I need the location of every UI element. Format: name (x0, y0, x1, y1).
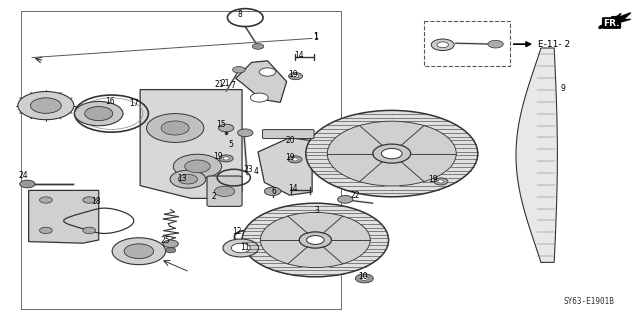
Circle shape (288, 156, 302, 163)
Text: 19: 19 (213, 152, 223, 161)
Circle shape (292, 75, 299, 78)
Text: 1: 1 (313, 33, 318, 42)
FancyBboxPatch shape (338, 122, 398, 185)
Text: 21: 21 (220, 79, 229, 88)
Text: 19: 19 (288, 70, 298, 79)
Text: 4: 4 (254, 167, 259, 176)
Circle shape (252, 44, 264, 49)
Circle shape (488, 40, 503, 48)
Circle shape (18, 92, 74, 120)
Text: 16: 16 (104, 97, 115, 106)
Polygon shape (29, 190, 99, 243)
Circle shape (299, 232, 331, 248)
Circle shape (75, 101, 123, 126)
Text: 17: 17 (129, 99, 139, 108)
Circle shape (264, 187, 281, 196)
Text: 2: 2 (211, 192, 216, 201)
Text: 1: 1 (313, 32, 318, 41)
Circle shape (259, 68, 276, 76)
Circle shape (306, 236, 324, 244)
Polygon shape (602, 13, 631, 27)
Circle shape (219, 155, 233, 162)
Text: 10: 10 (358, 272, 368, 281)
Circle shape (124, 244, 154, 259)
Circle shape (83, 197, 96, 203)
Circle shape (166, 248, 176, 253)
Text: E-11- 2: E-11- 2 (538, 40, 570, 49)
Text: 12: 12 (233, 228, 241, 236)
Circle shape (438, 180, 444, 183)
Circle shape (185, 160, 210, 173)
Circle shape (170, 170, 206, 188)
Circle shape (85, 107, 113, 121)
Text: 14: 14 (294, 51, 304, 60)
Text: 11: 11 (240, 243, 249, 252)
Circle shape (173, 154, 222, 179)
Text: 19: 19 (285, 153, 295, 162)
Circle shape (233, 67, 245, 73)
Circle shape (214, 186, 234, 196)
Circle shape (242, 203, 389, 277)
Circle shape (218, 124, 234, 132)
Polygon shape (236, 61, 287, 102)
Text: 20: 20 (285, 136, 295, 145)
Text: 6: 6 (271, 187, 276, 196)
Circle shape (338, 196, 353, 203)
Circle shape (434, 178, 448, 185)
Circle shape (112, 238, 166, 265)
Polygon shape (516, 48, 557, 262)
Text: 5: 5 (229, 140, 234, 149)
Polygon shape (258, 138, 312, 195)
Circle shape (373, 144, 411, 163)
Text: 18: 18 (91, 197, 100, 206)
Circle shape (147, 114, 204, 142)
Text: SY63-E1901B: SY63-E1901B (564, 297, 615, 306)
Polygon shape (140, 90, 242, 198)
Circle shape (361, 276, 368, 280)
Text: 23: 23 (243, 165, 254, 174)
Circle shape (178, 174, 197, 184)
FancyBboxPatch shape (207, 176, 242, 206)
Circle shape (292, 158, 298, 161)
Text: 15: 15 (216, 120, 226, 129)
Text: 3: 3 (315, 206, 320, 215)
Circle shape (231, 243, 250, 253)
Text: 8: 8 (237, 10, 242, 19)
Circle shape (289, 73, 303, 80)
Text: 19: 19 (428, 175, 438, 184)
Circle shape (163, 240, 178, 248)
Text: 22: 22 (351, 191, 360, 200)
Circle shape (31, 98, 61, 113)
Text: 21: 21 (215, 80, 224, 89)
Circle shape (431, 39, 454, 51)
Circle shape (306, 110, 478, 197)
Circle shape (261, 212, 370, 268)
Text: 24: 24 (18, 171, 28, 180)
Circle shape (238, 129, 253, 137)
Circle shape (437, 42, 448, 48)
Circle shape (20, 180, 35, 188)
Text: 7: 7 (231, 81, 236, 90)
Circle shape (355, 274, 373, 283)
Circle shape (39, 227, 52, 234)
Bar (424, 21, 510, 66)
Circle shape (250, 93, 268, 102)
Circle shape (161, 121, 189, 135)
Text: FR.: FR. (603, 19, 620, 28)
Circle shape (223, 239, 259, 257)
Circle shape (327, 121, 456, 186)
Text: 13: 13 (176, 174, 187, 183)
Circle shape (382, 148, 402, 159)
Text: 25: 25 (161, 236, 171, 245)
FancyBboxPatch shape (262, 130, 314, 139)
Circle shape (223, 157, 229, 160)
Circle shape (39, 197, 52, 203)
Circle shape (83, 227, 96, 234)
Text: 9: 9 (561, 84, 566, 93)
Text: 14: 14 (288, 184, 298, 193)
